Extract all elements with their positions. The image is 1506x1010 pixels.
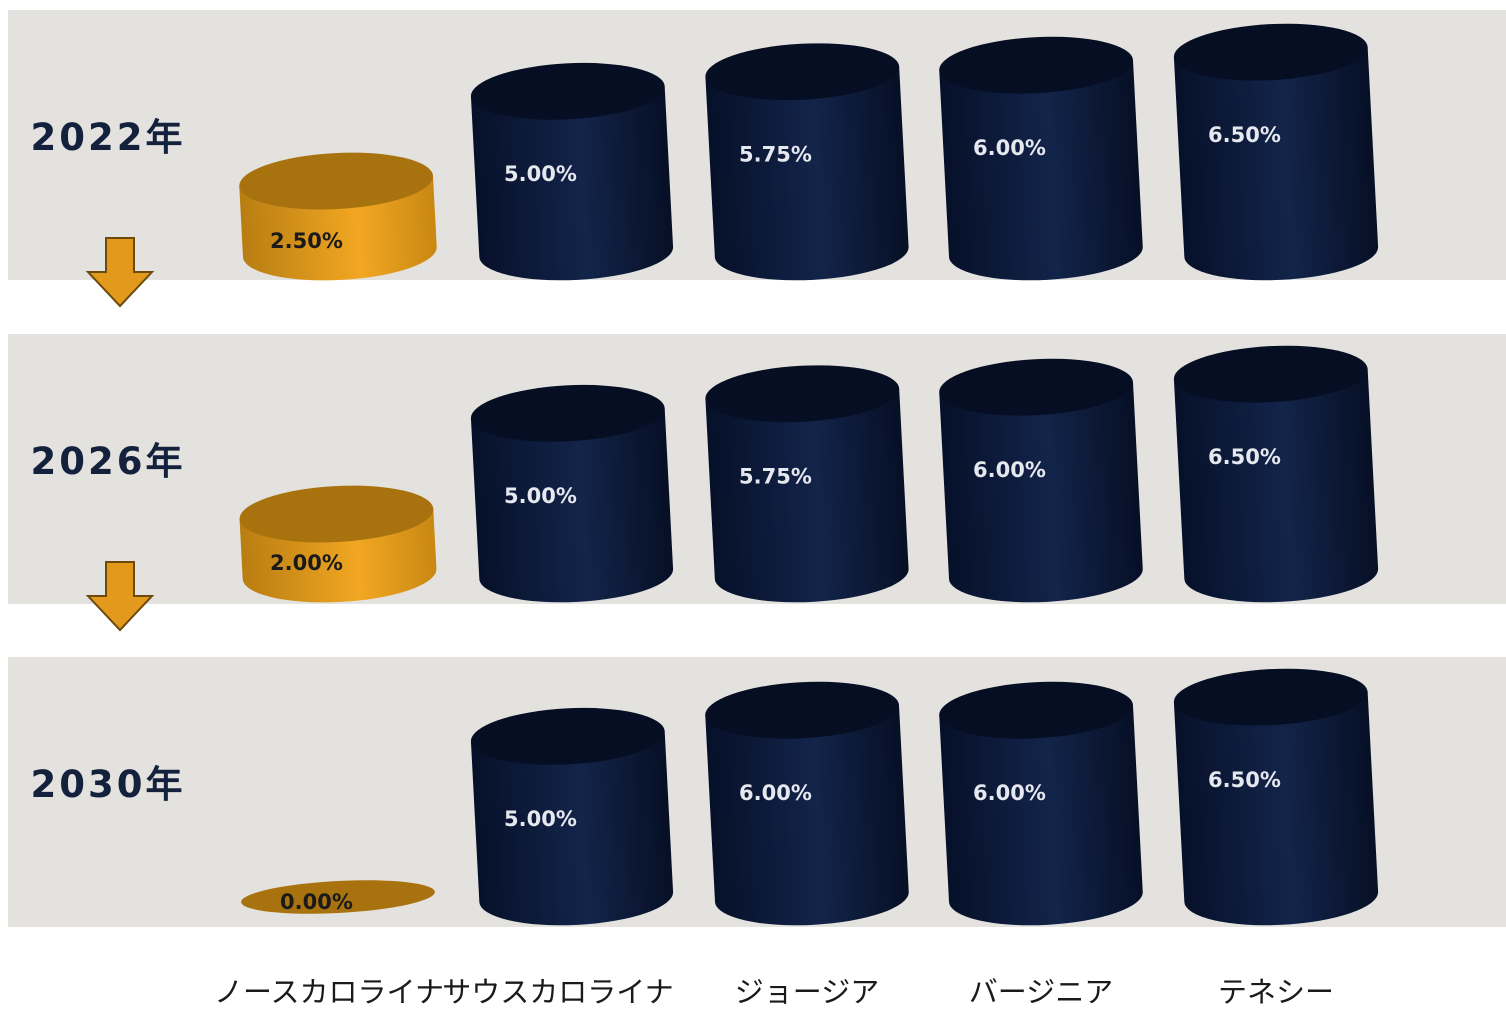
cylinder-bar: [470, 384, 674, 603]
cylinder-top: [939, 36, 1133, 94]
category-label: テネシー: [1218, 975, 1334, 1006]
bar-value-label: 6.00%: [973, 136, 1046, 160]
cylinder-body: [705, 388, 909, 603]
cylinder-highlight: [239, 152, 437, 281]
bar-value-label: 5.75%: [739, 465, 812, 489]
cylinder-body: [705, 66, 909, 281]
bar-value-label: 2.50%: [270, 229, 343, 253]
cylinder-top: [939, 681, 1133, 739]
cylinder-highlight: [239, 485, 437, 603]
cylinder-body: [1173, 369, 1379, 603]
cylinder-top: [1173, 668, 1368, 726]
cylinder-body: [705, 705, 909, 926]
bar-value-label: 5.00%: [504, 162, 577, 186]
cylinder-body: [939, 60, 1143, 281]
cylinder-top: [705, 681, 899, 739]
bar-value-label: 6.50%: [1208, 123, 1281, 147]
cylinder-body: [939, 382, 1143, 603]
cylinder-top: [241, 880, 435, 914]
category-label: ジョージア: [735, 975, 879, 1006]
bar-value-label: 5.00%: [504, 807, 577, 831]
category-label: サウスカロライナ: [442, 975, 673, 1006]
cylinder-top: [470, 384, 665, 442]
down-arrow-icon: [85, 561, 155, 632]
year-label: 2030年: [31, 763, 186, 806]
cylinder-top: [705, 365, 900, 423]
category-label: ノースカロライナ: [214, 975, 444, 1006]
bar-value-label: 6.50%: [1208, 768, 1281, 792]
cylinder-top: [239, 485, 434, 543]
bar-value-label: 5.00%: [504, 484, 577, 508]
bar-value-label: 6.50%: [1208, 445, 1281, 469]
year-label: 2026年: [31, 440, 186, 483]
cylinder-top: [470, 707, 665, 765]
cylinder-body: [1173, 47, 1379, 281]
cylinder-bar: [1173, 668, 1379, 926]
down-arrow-icon: [85, 237, 155, 308]
cylinder-bar: [939, 36, 1143, 281]
cylinder-bar: [705, 365, 909, 603]
bar-value-label: 2.00%: [270, 551, 343, 575]
cylinder-highlight: [241, 880, 435, 914]
category-label: バージニア: [969, 975, 1113, 1006]
cylinder-bar: [1173, 23, 1379, 281]
cylinder-body: [470, 86, 674, 281]
cylinder-body: [470, 408, 674, 603]
cylinder-body: [939, 705, 1143, 926]
cylinder-bar: [470, 707, 674, 926]
cylinder-top: [470, 62, 665, 120]
bar-value-label: 6.00%: [973, 458, 1046, 482]
cylinder-top: [1173, 23, 1368, 81]
cylinder-bar: [939, 681, 1143, 926]
bar-value-label: 5.75%: [739, 143, 812, 167]
cylinder-top: [705, 43, 900, 101]
cylinder-body: [1173, 692, 1379, 926]
cylinder-bar: [705, 681, 909, 926]
cylinder-top: [939, 358, 1133, 416]
cylinder-bar: [1173, 345, 1379, 603]
cylinder-bar: [705, 43, 909, 281]
cylinder-bar: [470, 62, 674, 281]
bar-value-label: 6.00%: [739, 781, 812, 805]
bar-value-label: 6.00%: [973, 781, 1046, 805]
bar-value-label: 0.00%: [280, 890, 353, 914]
cylinder-body: [470, 731, 674, 926]
cylinder-bar: [939, 358, 1143, 603]
cylinder-top: [1173, 345, 1368, 403]
year-label: 2022年: [31, 116, 186, 159]
cylinder-top: [239, 152, 434, 210]
